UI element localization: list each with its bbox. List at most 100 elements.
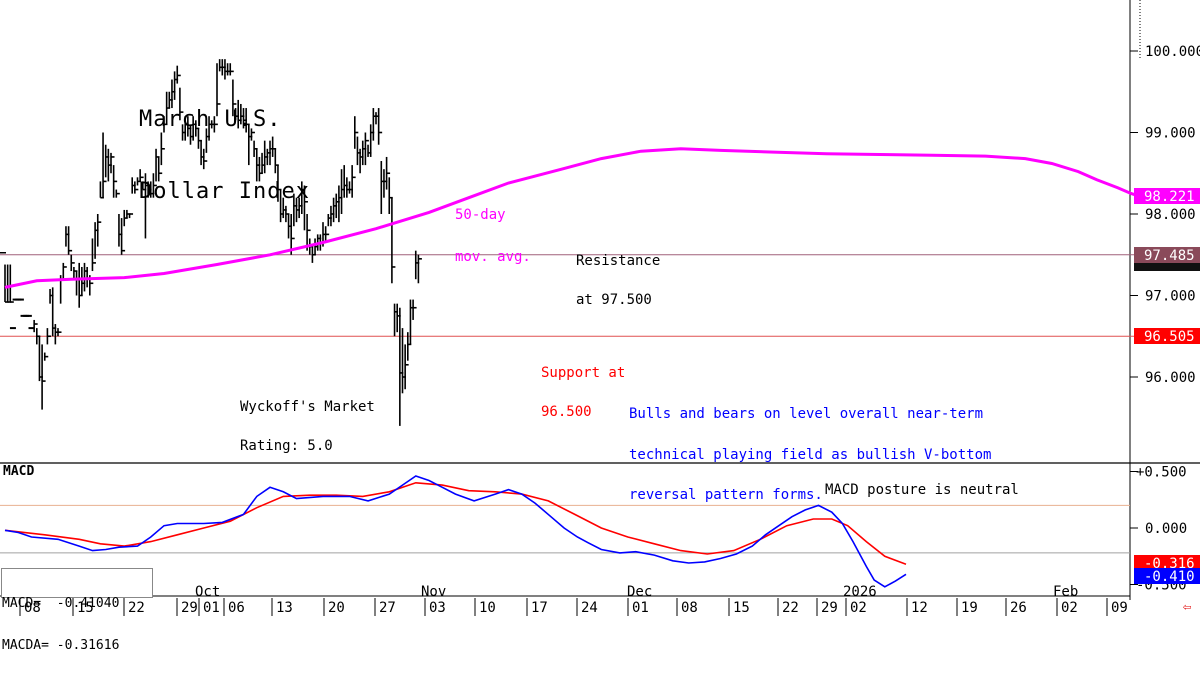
x-tick-label: 06 <box>228 600 245 616</box>
price-bar <box>364 132 369 166</box>
price-bar <box>303 185 308 231</box>
macda-badge-box <box>1134 555 1200 571</box>
support-badge-box <box>1134 328 1200 344</box>
price-bar <box>290 214 295 255</box>
price-bar <box>115 189 120 198</box>
macd-readout: MACD= -0.41040 MACDA= -0.31616 <box>1 568 153 653</box>
price-bar <box>351 165 356 198</box>
x-tick-label: 15 <box>77 600 94 616</box>
price-bar <box>139 169 144 182</box>
commentary-line2: technical playing field as bullish V-bot… <box>629 446 992 463</box>
price-bar <box>157 156 163 182</box>
price-y-tick-label: 98.000 <box>1145 207 1196 223</box>
price-bar <box>67 226 73 255</box>
last-price-badge-box <box>1134 247 1200 263</box>
x-tick-label: 20 <box>328 600 345 616</box>
ma-label-line2: mov. avg. <box>455 249 531 265</box>
price-bars <box>4 59 422 426</box>
ma50-badge-text: 98.221 <box>1144 189 1195 205</box>
macd-lines <box>4 475 907 588</box>
macd-readout-row: MACD= -0.41040 <box>2 597 152 611</box>
month-label: Nov <box>421 584 446 600</box>
price-bar <box>110 152 115 174</box>
x-tick-label: 10 <box>479 600 496 616</box>
price-y-tick-label: 96.000 <box>1145 370 1196 386</box>
price-bar <box>385 156 391 190</box>
commentary-line3: reversal pattern forms. <box>629 487 823 503</box>
price-bar <box>102 132 107 198</box>
price-bar <box>152 173 157 198</box>
macd-y-tick-label: 0.000 <box>1145 521 1187 537</box>
price-bar <box>213 116 218 133</box>
x-tick-label: 22 <box>782 600 799 616</box>
price-bar <box>250 128 255 141</box>
rating-label-line1: Wyckoff's Market <box>240 399 375 415</box>
x-tick-label: 13 <box>276 600 293 616</box>
x-tick-label: 02 <box>850 600 867 616</box>
price-bar <box>202 148 208 170</box>
x-tick-label: 19 <box>961 600 978 616</box>
month-label: Feb <box>1053 584 1078 600</box>
last-price-shadow-box <box>1134 262 1200 271</box>
rating-label: Wyckoff's Market Rating: 5.0 <box>240 375 375 479</box>
price-bar <box>112 165 118 198</box>
x-tick-label: 08 <box>681 600 698 616</box>
x-tick-label: 12 <box>911 600 928 616</box>
chart-frame <box>0 0 1200 600</box>
price-bar <box>353 116 359 149</box>
price-y-tick-label: 99.000 <box>1145 126 1196 142</box>
price-bar <box>43 352 49 361</box>
macda-line <box>4 481 907 565</box>
price-bar <box>417 254 422 284</box>
resistance-label-line1: Resistance <box>576 253 661 269</box>
support-label-line1: Support at <box>541 365 626 381</box>
price-bar <box>176 65 181 84</box>
x-tick-label: 29 <box>821 600 838 616</box>
x-tick-label: 15 <box>733 600 750 616</box>
last-price-badge: 97.485 <box>1134 247 1200 264</box>
price-bar <box>377 108 383 145</box>
price-bar <box>229 63 234 76</box>
x-tick-label: 17 <box>531 600 548 616</box>
ma-label-line1: 50-day <box>455 207 506 223</box>
macd-readout-value: -0.41040 <box>56 596 120 611</box>
price-bar <box>306 214 311 251</box>
x-tick-label: 26 <box>1010 600 1027 616</box>
price-bar <box>412 299 417 320</box>
price-bar <box>128 213 134 219</box>
moving-average <box>4 147 1140 289</box>
macd-badge-box <box>1134 568 1200 584</box>
price-bar <box>232 79 237 117</box>
price-bar <box>46 328 51 345</box>
x-tick-label: 24 <box>581 600 598 616</box>
macd-badge-text: -0.410 <box>1144 569 1195 585</box>
ma50-line <box>4 147 1140 289</box>
x-tick-label: 01 <box>203 600 220 616</box>
month-label: 2026 <box>843 584 877 600</box>
chart-stage: 96.000 97.000 98.000 99.000 100.000 +0.500 0.0… <box>0 0 1200 653</box>
price-bar <box>216 63 221 117</box>
support-label-line2: 96.500 <box>541 404 592 420</box>
x-tick-label: 03 <box>429 600 446 616</box>
axis-labels: 96.000 97.000 98.000 99.000 100.000 +0.500 0.0… <box>19 44 1200 616</box>
price-bar <box>134 181 139 194</box>
x-tick-label: 08 <box>24 600 41 616</box>
price-bar <box>324 226 330 243</box>
macd-comment: MACD posture is neutral <box>825 482 1019 498</box>
macd-line <box>4 475 907 588</box>
commentary-line1: Bulls and bears on level overall near-te… <box>629 406 984 422</box>
x-tick-label: 29 <box>181 600 198 616</box>
x-tick-label: 22 <box>128 600 145 616</box>
macda-readout-label: MACDA= <box>2 638 49 653</box>
support-badge: 96.505 <box>1134 328 1200 345</box>
x-tick-label: 09 <box>1111 600 1128 616</box>
resistance-label-line2: at 97.500 <box>576 292 652 308</box>
chart-title: March U.S. Dollar Index <box>139 60 310 252</box>
macd-y-tick-label: +0.500 <box>1136 465 1187 481</box>
x-tick-label: 01 <box>632 600 649 616</box>
x-tick-label: 02 <box>1061 600 1078 616</box>
ma-label: 50-day mov. avg. <box>455 180 531 292</box>
rating-label-line2: Rating: 5.0 <box>240 438 333 454</box>
resistance-label: Resistance at 97.500 <box>576 229 660 333</box>
scroll-arrow-icon[interactable]: ⇦ <box>1183 599 1192 615</box>
